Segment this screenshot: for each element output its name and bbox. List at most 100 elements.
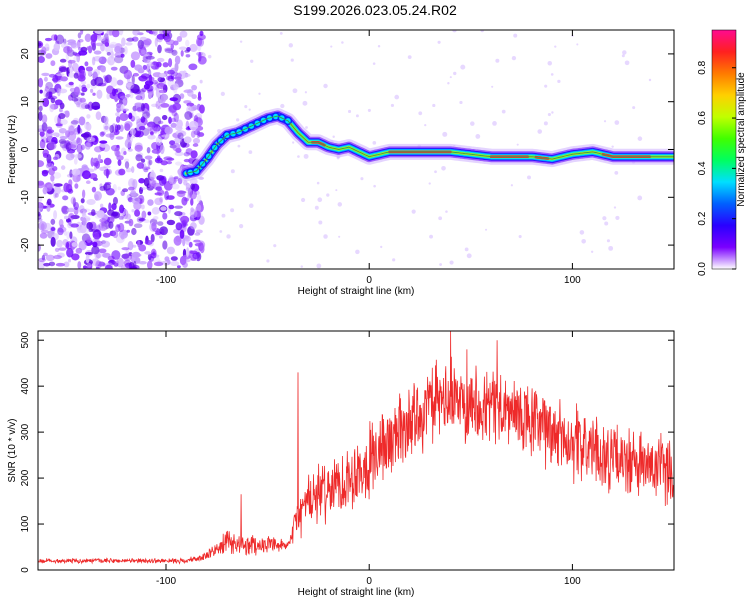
noise-speckle (65, 153, 75, 161)
noise-speckle (92, 241, 98, 248)
noise-speckle (129, 128, 136, 136)
noise-speckle (114, 55, 124, 64)
noise-speckle (95, 160, 101, 169)
noise-speckle (127, 148, 133, 152)
noise-speckle (54, 247, 60, 253)
noise-speckle (57, 252, 65, 258)
noise-speckle (76, 137, 83, 145)
noise-speckle (138, 125, 146, 131)
noise-speckle (121, 253, 130, 259)
noise-speckle (66, 39, 76, 44)
noise-speckle (207, 54, 212, 59)
noise-speckle (156, 57, 165, 63)
noise-speckle (160, 93, 166, 104)
top-ytick-label: 20 (20, 48, 31, 60)
noise-speckle (337, 202, 343, 207)
noise-speckle (155, 100, 161, 109)
noise-speckle (162, 212, 168, 220)
noise-speckle (185, 39, 190, 47)
noise-speckle (42, 97, 50, 108)
noise-speckle (179, 229, 185, 239)
noise-speckle (173, 83, 179, 90)
noise-speckle (606, 239, 610, 243)
noise-speckle (92, 69, 100, 77)
noise-speckle (637, 136, 643, 141)
noise-speckle (604, 221, 609, 226)
top-xtick: 0 (366, 30, 372, 286)
noise-speckle (576, 43, 579, 46)
noise-speckle (176, 190, 186, 198)
noise-speckle (50, 227, 56, 232)
noise-speckle (166, 75, 172, 81)
noise-speckle (80, 144, 85, 151)
noise-speckle (464, 247, 469, 252)
noise-speckle (156, 155, 161, 162)
noise-speckle (441, 165, 446, 171)
top-ytick-label: 10 (20, 96, 31, 108)
noise-speckle (57, 87, 61, 97)
noise-speckle (518, 234, 522, 239)
noise-speckle (112, 196, 118, 205)
noise-speckle (106, 85, 114, 95)
top-xtick-label: 100 (564, 275, 581, 286)
noise-speckle (125, 81, 135, 90)
noise-speckle (119, 112, 129, 122)
noise-speckle (52, 74, 59, 84)
noise-speckle (81, 170, 91, 180)
noise-speckle (236, 118, 240, 122)
noise-speckle (70, 119, 78, 128)
noise-speckle (314, 205, 319, 210)
noise-speckle (168, 57, 173, 68)
noise-speckle (445, 210, 448, 213)
noise-speckle (76, 136, 81, 144)
noise-speckle (59, 66, 68, 73)
noise-speckle (239, 40, 243, 43)
noise-speckle (78, 50, 88, 56)
noise-speckle (115, 150, 121, 158)
noise-speckle (140, 73, 150, 79)
noise-speckle (95, 266, 100, 269)
noise-speckle (244, 105, 248, 109)
noise-speckle (176, 265, 181, 269)
noise-speckle (110, 77, 118, 87)
noise-speckle (81, 189, 86, 199)
noise-speckle (52, 132, 59, 137)
chart-title: S199.2026.023.05.24.R02 (293, 2, 457, 18)
bottom-xtick: 0 (366, 331, 372, 587)
noise-speckle (99, 43, 106, 52)
noise-speckle (188, 63, 198, 71)
noise-speckle (624, 60, 630, 66)
noise-speckle (150, 131, 154, 135)
noise-speckle (41, 254, 46, 261)
noise-speckle (173, 112, 179, 123)
noise-speckle (66, 208, 76, 213)
noise-speckle (190, 222, 197, 230)
colorbar-tick: 0.2 (697, 211, 736, 226)
noise-speckle (92, 229, 102, 240)
noise-speckle (131, 36, 139, 42)
noise-speckle (164, 47, 174, 52)
noise-speckle (103, 116, 109, 125)
noise-speckle (83, 228, 90, 234)
noise-speckle (179, 255, 187, 266)
noise-speckle (147, 211, 152, 216)
noise-speckle (77, 32, 82, 39)
noise-speckle (453, 71, 457, 76)
noise-speckle (73, 202, 80, 211)
noise-speckle (131, 227, 137, 236)
noise-speckle (58, 127, 67, 134)
noise-speckle (172, 102, 182, 111)
noise-speckle (56, 239, 63, 248)
noise-speckle (152, 79, 158, 85)
noise-speckle (411, 209, 416, 214)
noise-speckle (590, 250, 594, 253)
noise-speckle (46, 183, 55, 189)
snr-plot-area (38, 331, 674, 565)
noise-speckle (39, 139, 46, 150)
noise-speckle (157, 126, 161, 135)
noise-speckle (160, 206, 167, 211)
noise-speckle (146, 260, 153, 269)
noise-speckle (614, 170, 619, 175)
noise-speckle (192, 143, 199, 147)
